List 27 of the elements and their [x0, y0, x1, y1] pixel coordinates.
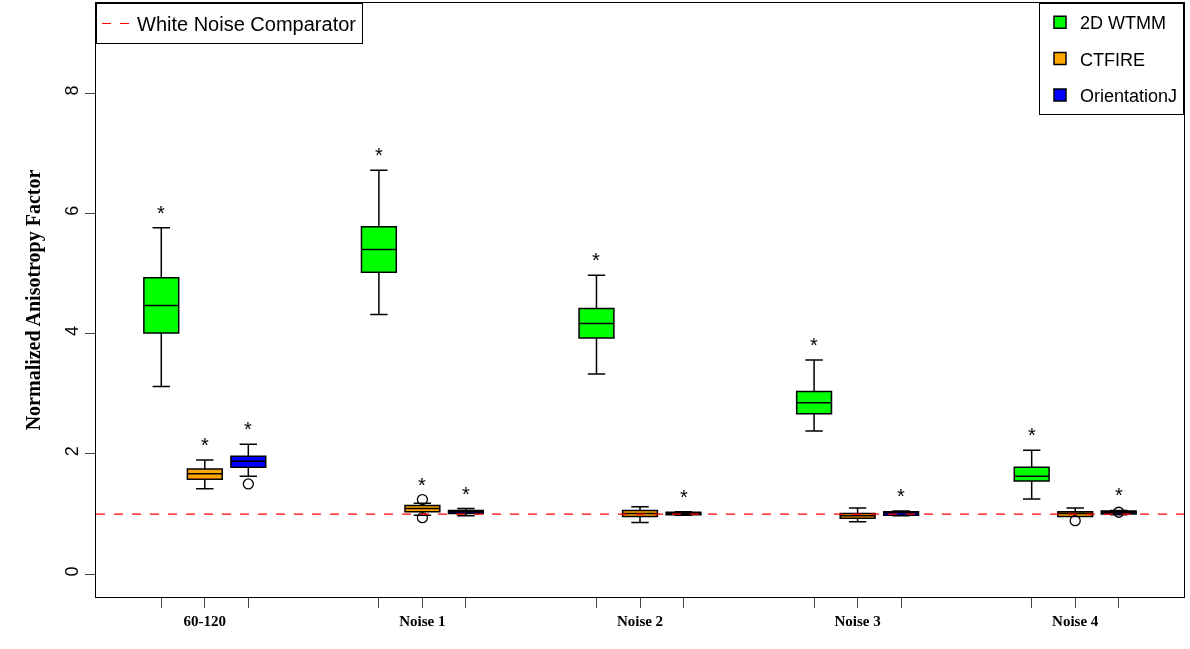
text: * [1028, 424, 1036, 446]
x-tick-label: Noise 2 [616, 613, 664, 629]
text: * [897, 485, 905, 507]
text: * [418, 474, 426, 496]
legend-label: White Noise Comparator [137, 13, 357, 36]
legend-label: CTFIRE [1080, 49, 1145, 70]
x-tick-label: Noise 1 [399, 613, 446, 629]
x-tick-label: 60-120 [183, 613, 227, 629]
text: * [592, 249, 600, 271]
text: * [462, 483, 470, 505]
text: * [810, 334, 818, 356]
text: * [201, 434, 209, 456]
x-tick-label: Noise 4 [1052, 613, 1099, 629]
legend-label: OrientationJ [1080, 86, 1178, 107]
text: * [157, 202, 165, 224]
y-axis-title: Normalized Anisotropy Factor [22, 169, 46, 431]
y-tick-label: 0 [61, 566, 82, 577]
y-tick-label: 6 [61, 205, 82, 216]
text: * [1115, 484, 1123, 506]
text: * [375, 144, 383, 166]
text: * [244, 418, 252, 440]
y-tick-label: 4 [61, 325, 82, 336]
x-tick-label: Noise 3 [834, 613, 881, 629]
legend-label: 2D WTMM [1080, 13, 1166, 34]
y-tick-label: 8 [61, 85, 82, 96]
text: * [680, 486, 688, 508]
y-tick-label: 2 [61, 446, 82, 457]
